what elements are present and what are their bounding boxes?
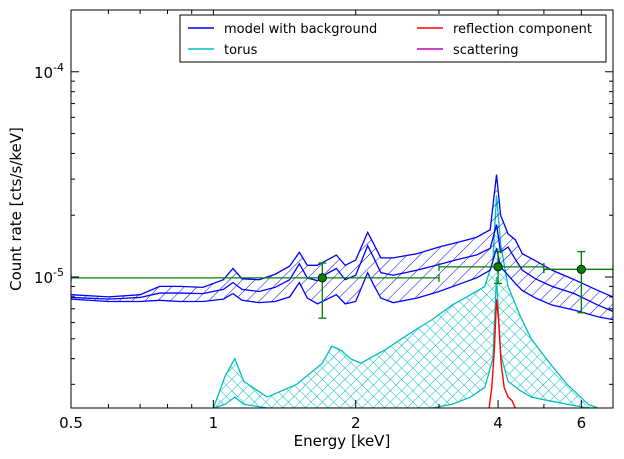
axis-tick-labels: 0.5 1 2 4 6 10-5 10-4 (34, 61, 586, 432)
y-axis-title: Count rate [cts/s/keV] (7, 127, 25, 291)
y-tick-label: 10-5 (34, 266, 64, 287)
plot-frame (70, 9, 614, 409)
legend: model with background reflection componen… (179, 14, 607, 63)
data-point-marker (493, 262, 503, 272)
x-tick-label: 4 (493, 414, 503, 432)
model-median-line (71, 224, 613, 312)
model-lower-line (71, 248, 613, 321)
legend-box (179, 14, 607, 63)
legend-label: torus (224, 43, 258, 58)
data-point-marker (576, 264, 586, 274)
x-axis-title: Energy [keV] (294, 432, 391, 450)
legend-entry: reflection component (417, 22, 592, 37)
legend-label: scattering (453, 43, 519, 58)
data-point-marker (317, 273, 327, 283)
legend-entry: torus (188, 43, 258, 58)
data-point-1 (71, 262, 440, 319)
model-band-fill (71, 174, 613, 320)
legend-label: reflection component (453, 22, 592, 37)
x-tick-label: 2 (351, 414, 361, 432)
x-tick-label: 6 (577, 414, 587, 432)
x-tick-label: 1 (209, 414, 219, 432)
torus-lower-line (213, 276, 598, 408)
torus-band-fill (213, 195, 598, 408)
plot-area (71, 174, 613, 408)
y-tick-label: 10-4 (34, 61, 64, 82)
torus-upper-line (212, 195, 599, 408)
legend-entry: model with background (188, 22, 377, 37)
data-point-2 (438, 250, 545, 285)
x-tick-label: 0.5 (59, 414, 83, 432)
legend-entry: scattering (417, 43, 519, 58)
axis-ticks (70, 9, 614, 408)
reflection-line (488, 299, 516, 408)
data-point-3 (543, 250, 613, 314)
legend-label: model with background (224, 22, 377, 37)
